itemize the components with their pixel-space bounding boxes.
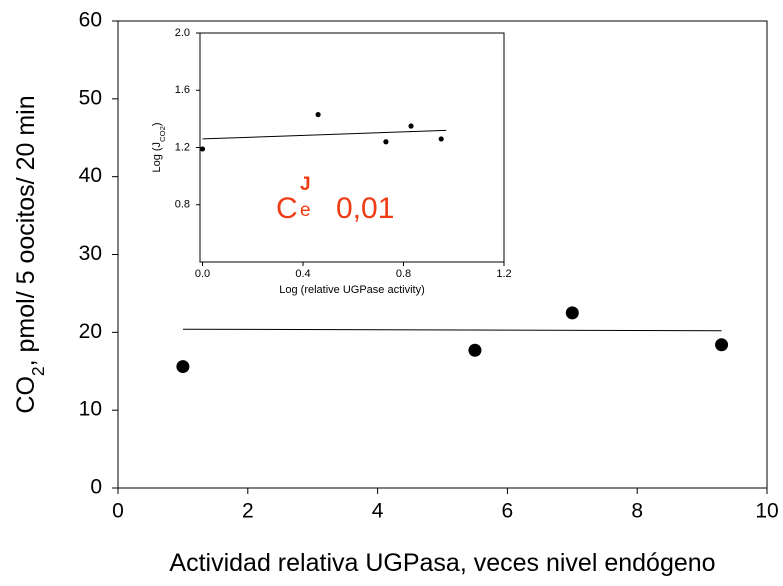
x-axis-label: Actividad relativa UGPasa, veces nivel e… [169, 549, 715, 577]
x-tick-label: 0.8 [396, 268, 411, 280]
data-point [315, 111, 321, 118]
y-tick-label: 20 [79, 320, 102, 343]
x-tick-label: 6 [502, 500, 514, 523]
y-tick-label: 10 [79, 398, 102, 421]
x-tick-label: 0.4 [295, 268, 310, 280]
y-tick-label: 1.6 [175, 84, 190, 96]
y-tick-label: 60 [79, 9, 102, 32]
y-tick-label: 2.0 [175, 27, 190, 39]
annotation-superscript: J [300, 174, 311, 195]
data-point [383, 139, 389, 145]
y-tick-label: 1.2 [175, 141, 190, 153]
plot-frame [199, 32, 505, 263]
x-tick-label: 0 [112, 500, 124, 523]
data-point [176, 360, 190, 374]
y-tick-label: 0.8 [175, 199, 190, 211]
annotation-value: 0,01 [336, 192, 394, 225]
y-axis-label-part: , pmol/ 5 oocitos/ 20 min [12, 95, 40, 366]
fit-line [202, 129, 447, 140]
annotation-symbol: C [276, 192, 298, 225]
x-tick-label: 4 [372, 500, 384, 523]
y-tick-label: 30 [79, 242, 102, 265]
y-axis-label-part: ) [151, 122, 163, 126]
y-axis-label-part: Log (J [151, 142, 163, 173]
y-axis-label: Log (JCO2) [151, 122, 167, 172]
y-axis-label-subscript: 2 [28, 366, 48, 376]
fit-line [182, 328, 722, 332]
data-point [408, 123, 414, 129]
data-point [565, 306, 579, 320]
y-tick-label: 0 [90, 476, 102, 499]
x-axis-label: Log (relative UGPase activity) [279, 284, 425, 296]
x-tick-label: 10 [755, 500, 778, 523]
data-point [199, 146, 206, 152]
annotation-subscript: e [300, 200, 311, 221]
y-axis-label-subscript: CO2 [158, 126, 167, 142]
data-point [715, 338, 729, 352]
x-tick-label: 2 [242, 500, 254, 523]
data-point [438, 136, 444, 142]
x-tick-label: 1.2 [496, 268, 511, 280]
y-axis-label-part: CO [12, 376, 40, 414]
data-point [468, 343, 482, 357]
annotation: CJ e 0,01 [276, 174, 394, 225]
x-tick-label: 8 [631, 500, 643, 523]
y-axis-label: CO2, pmol/ 5 oocitos/ 20 min [12, 95, 48, 413]
x-tick-label: 0.0 [195, 268, 210, 280]
y-tick-label: 50 [79, 86, 102, 109]
y-tick-label: 40 [79, 164, 102, 187]
